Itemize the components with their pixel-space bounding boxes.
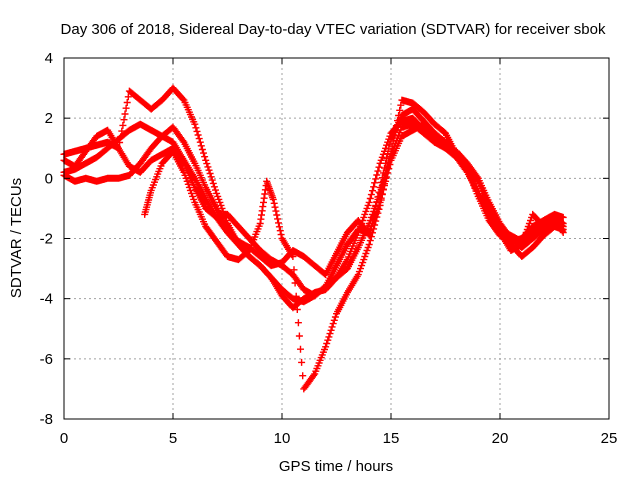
chart-title: Day 306 of 2018, Sidereal Day-to-day VTE… [61,21,606,38]
x-axis-label: GPS time / hours [279,458,393,475]
y-tick-label: -4 [40,291,53,308]
y-tick-label: -8 [40,411,53,428]
grid-lines [64,58,609,419]
y-tick-label: -2 [40,231,53,248]
data-points [60,84,567,393]
y-tick-label: -6 [40,351,53,368]
y-axis-label: SDTVAR / TECUs [8,178,25,298]
x-tick-label: 10 [274,430,291,447]
y-tick-label: 0 [45,170,53,187]
y-tick-labels: -8 -6 -4 -2 0 2 4 [40,50,53,428]
x-tick-label: 15 [383,430,400,447]
x-tick-label: 0 [60,430,68,447]
series-markers [141,96,567,393]
series-track-5 [141,96,567,393]
x-tick-label: 25 [601,430,618,447]
y-tick-label: 4 [45,50,53,67]
x-tick-labels: 0 5 10 15 20 25 [60,430,618,447]
axis-ticks [63,57,610,420]
y-tick-label: 2 [45,110,53,127]
x-tick-label: 5 [169,430,177,447]
x-tick-label: 20 [492,430,509,447]
